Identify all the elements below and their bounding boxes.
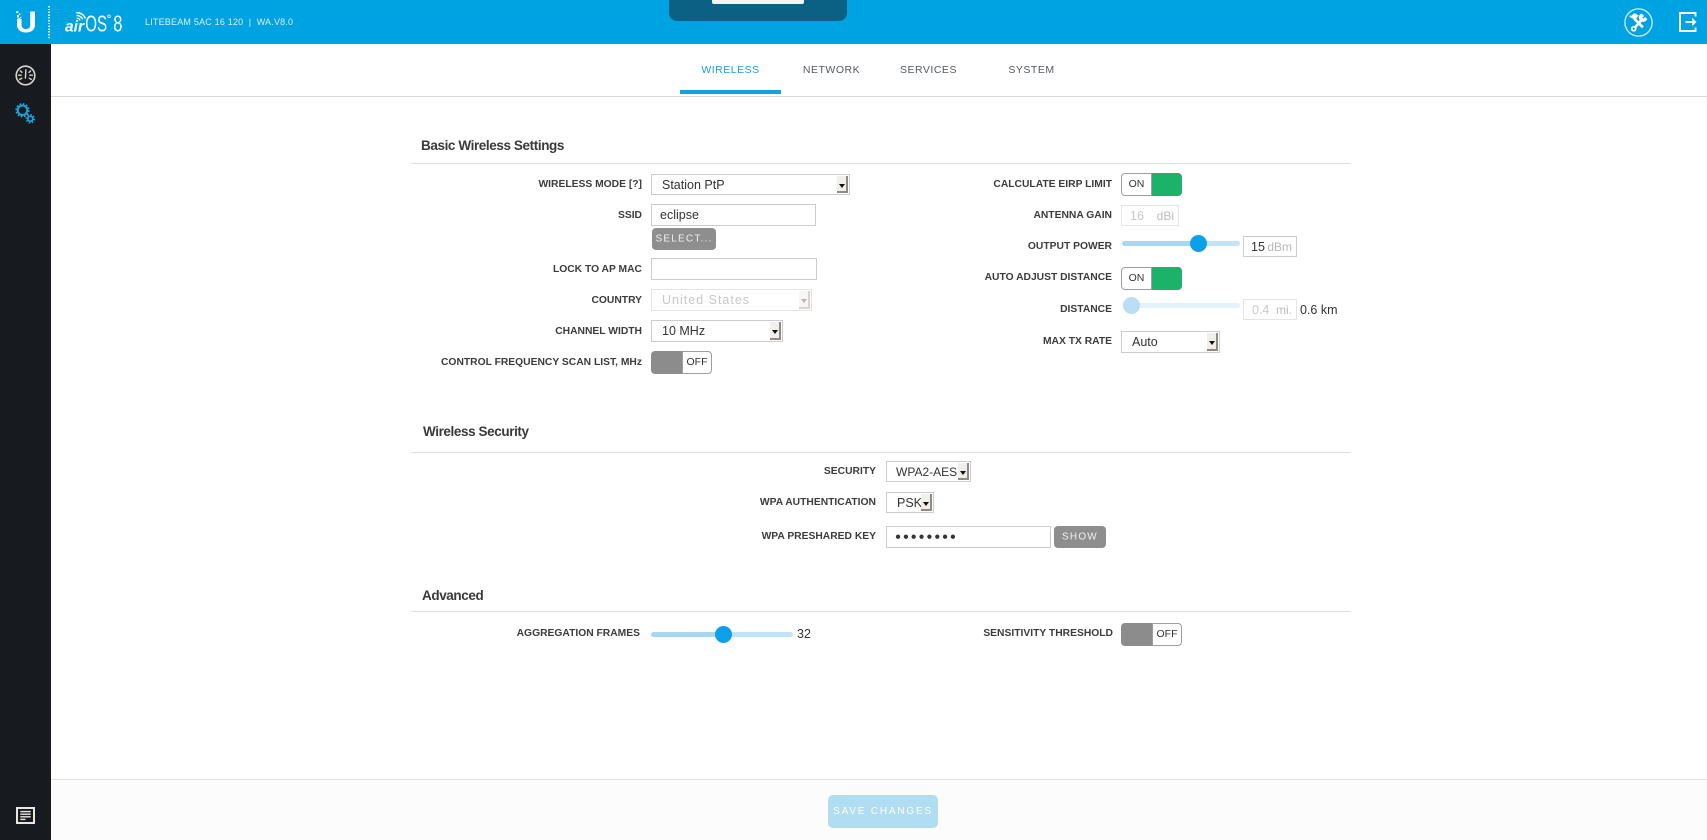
svg-text:8: 8 bbox=[113, 10, 122, 36]
svg-text:OS: OS bbox=[85, 10, 107, 36]
svg-text:air: air bbox=[65, 18, 85, 35]
